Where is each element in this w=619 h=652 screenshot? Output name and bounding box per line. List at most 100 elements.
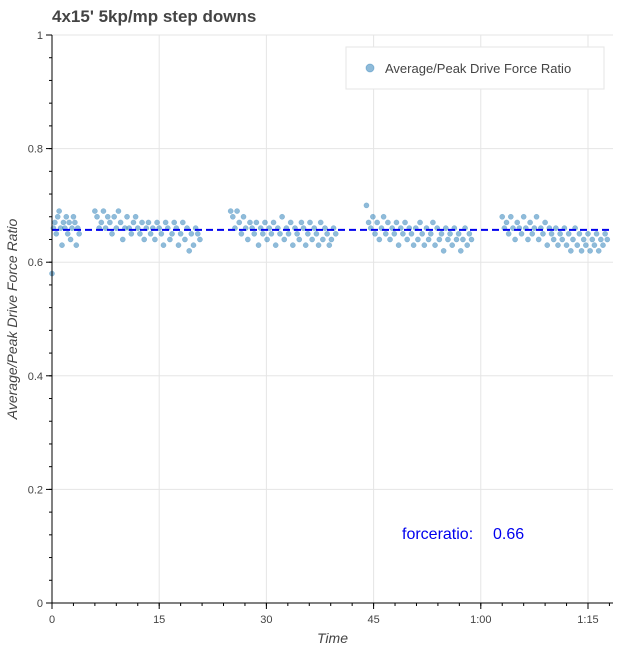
- data-point: [54, 213, 61, 220]
- y-tick-label: 0.6: [28, 257, 43, 269]
- data-point: [279, 213, 285, 220]
- data-point: [374, 219, 381, 226]
- data-point: [464, 242, 471, 249]
- data-point: [363, 202, 370, 209]
- data-point: [158, 230, 165, 237]
- data-point: [60, 219, 67, 226]
- data-point: [512, 236, 518, 243]
- data-point: [76, 230, 83, 237]
- x-tick-label: 45: [367, 614, 379, 626]
- data-point: [503, 219, 510, 226]
- data-point: [385, 219, 391, 226]
- data-point: [455, 230, 462, 237]
- data-point: [72, 219, 78, 226]
- data-point: [281, 236, 288, 243]
- data-point: [109, 230, 115, 237]
- data-point: [113, 225, 120, 231]
- data-point: [544, 242, 551, 249]
- data-point: [531, 225, 538, 231]
- x-tick-label: 0: [49, 614, 55, 626]
- data-point: [56, 208, 62, 214]
- data-point: [557, 230, 563, 237]
- data-point: [580, 236, 587, 243]
- data-point: [141, 236, 148, 243]
- data-point: [529, 230, 536, 237]
- data-point: [582, 242, 589, 249]
- data-point: [98, 219, 105, 226]
- data-point: [270, 219, 277, 226]
- grid-lines: [52, 34, 613, 603]
- data-point: [600, 242, 606, 249]
- data-point: [317, 219, 324, 226]
- data-point: [438, 230, 445, 237]
- data-point: [104, 213, 111, 220]
- data-point: [400, 230, 406, 237]
- data-point: [421, 242, 428, 249]
- data-point: [320, 236, 326, 243]
- data-point: [119, 236, 126, 243]
- data-point: [287, 219, 294, 226]
- data-point: [298, 219, 305, 226]
- data-point: [436, 236, 443, 243]
- data-point: [585, 230, 591, 237]
- data-point: [309, 236, 315, 243]
- data-point: [182, 236, 188, 243]
- data-point: [425, 236, 432, 243]
- data-point: [404, 236, 411, 243]
- y-tick-label: 1: [37, 30, 43, 42]
- data-point: [453, 236, 460, 243]
- data-point: [154, 219, 160, 226]
- data-point: [139, 219, 145, 226]
- data-point: [69, 225, 75, 231]
- data-point: [259, 230, 266, 237]
- data-point: [294, 230, 300, 237]
- data-point: [147, 230, 154, 237]
- data-point: [171, 219, 178, 226]
- data-point: [570, 236, 576, 243]
- data-point: [66, 219, 73, 226]
- data-point: [548, 230, 555, 237]
- data-point: [382, 230, 389, 237]
- data-point: [277, 230, 283, 237]
- data-point: [227, 208, 234, 214]
- data-point: [300, 225, 307, 231]
- data-point: [598, 236, 604, 243]
- data-point: [175, 242, 182, 249]
- data-point: [236, 219, 243, 226]
- data-point: [197, 236, 203, 243]
- data-point: [194, 230, 201, 237]
- data-point: [162, 219, 169, 226]
- data-point: [73, 242, 80, 249]
- data-point: [63, 213, 70, 220]
- data-point: [272, 242, 279, 249]
- x-tick-label: 1:00: [470, 614, 491, 626]
- data-point: [137, 230, 143, 237]
- data-point: [604, 236, 611, 243]
- data-point: [160, 242, 167, 249]
- data-point: [244, 236, 251, 243]
- data-point: [576, 230, 583, 237]
- y-tick-label: 0: [37, 598, 43, 610]
- data-point: [432, 242, 438, 249]
- legend-box: [345, 46, 605, 90]
- data-point: [251, 230, 258, 237]
- data-point: [124, 213, 130, 220]
- data-point: [238, 230, 245, 237]
- data-point: [296, 236, 303, 243]
- data-point: [391, 230, 398, 237]
- data-point: [540, 230, 546, 237]
- data-point: [525, 236, 531, 243]
- data-point: [145, 219, 152, 226]
- data-point: [468, 236, 475, 243]
- data-point: [417, 219, 423, 226]
- data-point: [520, 213, 527, 220]
- data-point: [128, 230, 135, 237]
- data-point: [179, 219, 186, 226]
- data-point: [255, 242, 262, 249]
- data-point: [268, 230, 275, 237]
- data-point: [304, 230, 311, 237]
- data-point: [447, 230, 453, 237]
- data-point: [186, 247, 193, 254]
- data-point: [402, 219, 408, 226]
- data-point: [247, 219, 253, 226]
